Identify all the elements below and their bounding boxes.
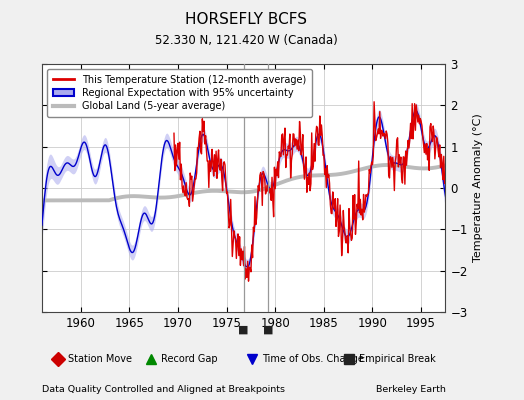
Text: Empirical Break: Empirical Break	[358, 354, 435, 364]
Text: 52.330 N, 121.420 W (Canada): 52.330 N, 121.420 W (Canada)	[155, 34, 337, 47]
Text: Time of Obs. Change: Time of Obs. Change	[262, 354, 364, 364]
Text: ■: ■	[263, 325, 273, 335]
Text: ■: ■	[238, 325, 249, 335]
Text: Station Move: Station Move	[68, 354, 132, 364]
Text: Data Quality Controlled and Aligned at Breakpoints: Data Quality Controlled and Aligned at B…	[42, 385, 285, 394]
Text: HORSEFLY BCFS: HORSEFLY BCFS	[185, 12, 307, 27]
Text: Berkeley Earth: Berkeley Earth	[376, 385, 445, 394]
Legend: This Temperature Station (12-month average), Regional Expectation with 95% uncer: This Temperature Station (12-month avera…	[47, 69, 312, 117]
Y-axis label: Temperature Anomaly (°C): Temperature Anomaly (°C)	[473, 114, 483, 262]
Text: Record Gap: Record Gap	[161, 354, 217, 364]
